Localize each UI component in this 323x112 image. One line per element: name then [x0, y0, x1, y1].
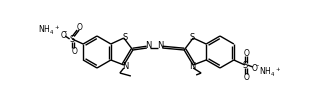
Text: O: O	[76, 23, 82, 31]
Text: N: N	[189, 61, 195, 70]
Text: NH$_4$$^+$: NH$_4$$^+$	[259, 65, 281, 79]
Text: O: O	[244, 48, 250, 57]
Text: O: O	[60, 30, 66, 40]
Text: S: S	[242, 60, 247, 70]
Text: S: S	[190, 32, 195, 42]
Text: O: O	[244, 72, 250, 82]
Text: N: N	[145, 41, 151, 50]
Text: N: N	[157, 41, 163, 50]
Text: $^-$: $^-$	[63, 30, 68, 35]
Text: NH$_4$$^+$: NH$_4$$^+$	[38, 23, 60, 37]
Text: O: O	[252, 64, 258, 72]
Text: O: O	[71, 46, 77, 56]
Text: S: S	[69, 34, 75, 43]
Text: $^-$: $^-$	[255, 64, 260, 69]
Text: N: N	[122, 61, 128, 70]
Text: S: S	[122, 32, 128, 42]
